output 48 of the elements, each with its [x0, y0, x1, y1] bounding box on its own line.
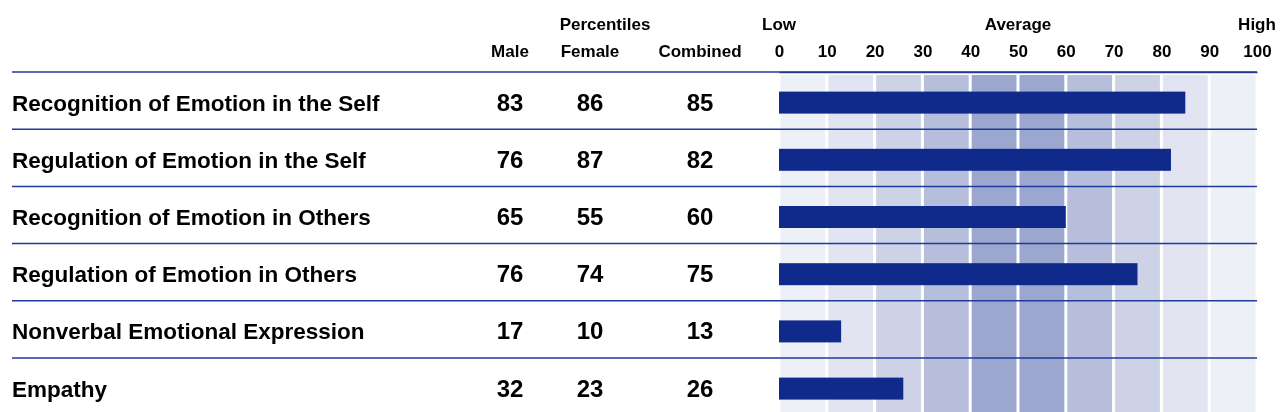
- text: Low: [762, 15, 797, 34]
- category-label: Recognition of Emotion in the Self: [12, 90, 380, 116]
- category-label: Regulation of Emotion in Others: [12, 262, 357, 288]
- x-tick-label: 30: [913, 42, 933, 61]
- data-label: 74: [576, 260, 604, 288]
- text: Combined: [658, 42, 742, 61]
- text: Percentiles: [559, 15, 651, 34]
- text: Average: [984, 15, 1052, 34]
- data-label: 17: [496, 317, 524, 345]
- data-label: 10: [576, 317, 604, 345]
- data-label: 87: [576, 145, 604, 173]
- data-label: 85: [686, 88, 714, 116]
- data-label: 32: [496, 374, 524, 402]
- data-label: 13: [686, 317, 714, 345]
- data-label: 23: [576, 374, 604, 402]
- data-label: 76: [496, 145, 524, 173]
- data-label: 76: [496, 260, 524, 288]
- category-label: Recognition of Emotion in Others: [12, 205, 371, 230]
- category-label: Nonverbal Emotional Expression: [12, 319, 365, 345]
- category-label: Empathy: [12, 376, 108, 402]
- bar: [779, 263, 1138, 286]
- data-label: 86: [576, 88, 604, 116]
- x-tick-label: 100: [1243, 42, 1272, 61]
- x-tick-label: 20: [865, 42, 885, 61]
- data-label: 83: [496, 88, 524, 116]
- bar: [779, 320, 842, 343]
- text: Female: [560, 42, 620, 61]
- x-tick-label: 90: [1200, 42, 1220, 61]
- data-label: 55: [576, 203, 604, 230]
- x-tick-label: 60: [1056, 42, 1076, 61]
- x-tick-label: 40: [961, 42, 981, 61]
- data-label: 75: [686, 260, 714, 288]
- text: Male: [491, 42, 529, 61]
- text: High: [1238, 15, 1276, 34]
- data-label: 26: [686, 374, 714, 402]
- x-tick-label: 10: [817, 42, 837, 61]
- x-tick-label: 50: [1009, 42, 1028, 61]
- bar: [779, 91, 1186, 114]
- bar: [779, 148, 1171, 171]
- x-tick-label: 0: [774, 42, 785, 61]
- data-label: 60: [686, 203, 714, 230]
- category-label: Regulation of Emotion in the Self: [12, 147, 367, 173]
- data-label: 82: [686, 145, 714, 173]
- bar: [779, 377, 904, 400]
- data-label: 65: [496, 203, 524, 230]
- x-tick-label: 80: [1152, 42, 1172, 61]
- bar: [779, 206, 1066, 228]
- x-tick-label: 70: [1104, 42, 1124, 61]
